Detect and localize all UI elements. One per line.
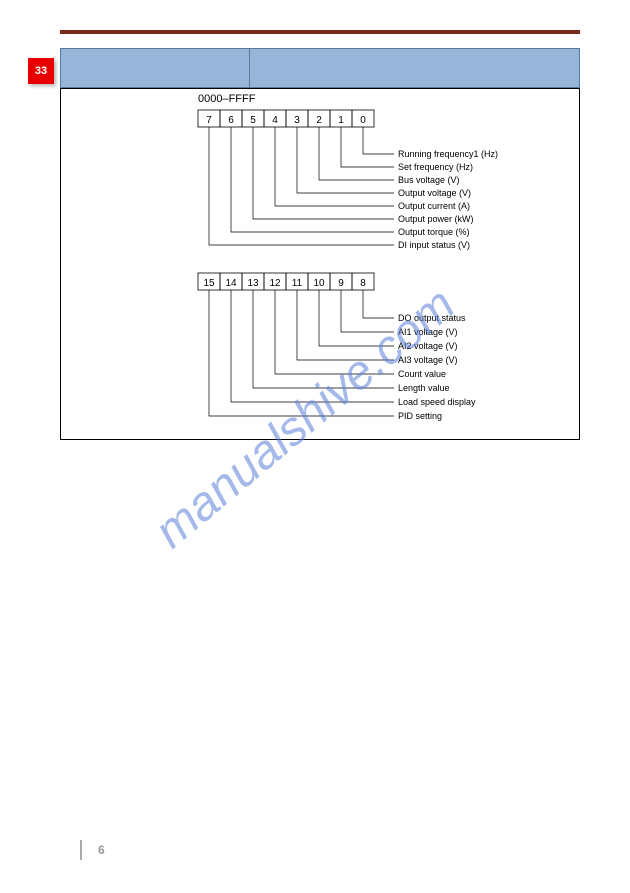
svg-text:13: 13 — [247, 278, 259, 289]
svg-text:2: 2 — [316, 115, 322, 126]
page-footer-bar — [80, 840, 140, 860]
svg-text:AI1 voltage (V): AI1 voltage (V) — [398, 327, 458, 337]
page-tab-label: 33 — [35, 65, 47, 77]
svg-text:DO output status: DO output status — [398, 313, 466, 323]
header-bar — [60, 48, 580, 88]
svg-text:Load speed display: Load speed display — [398, 397, 476, 407]
svg-text:11: 11 — [292, 278, 303, 289]
svg-text:1: 1 — [338, 115, 344, 126]
page-number: 6 — [98, 843, 105, 857]
svg-text:12: 12 — [269, 278, 281, 289]
svg-text:Running frequency1 (Hz): Running frequency1 (Hz) — [398, 149, 498, 159]
svg-text:8: 8 — [360, 278, 366, 289]
svg-text:15: 15 — [203, 278, 215, 289]
svg-text:Bus voltage (V): Bus voltage (V) — [398, 175, 460, 185]
svg-text:9: 9 — [338, 278, 344, 289]
svg-text:Output torque (%): Output torque (%) — [398, 227, 470, 237]
svg-text:10: 10 — [313, 278, 325, 289]
svg-text:7: 7 — [206, 115, 212, 126]
svg-text:14: 14 — [225, 278, 237, 289]
svg-text:0000–FFFF: 0000–FFFF — [198, 93, 256, 105]
svg-text:Output current (A): Output current (A) — [398, 201, 470, 211]
svg-text:Set frequency (Hz): Set frequency (Hz) — [398, 162, 473, 172]
svg-text:AI2 voltage (V): AI2 voltage (V) — [398, 341, 458, 351]
svg-text:6: 6 — [228, 115, 234, 126]
svg-text:5: 5 — [250, 115, 256, 126]
svg-text:Output voltage (V): Output voltage (V) — [398, 188, 471, 198]
svg-text:PID setting: PID setting — [398, 411, 442, 421]
header-divider — [249, 49, 250, 87]
svg-text:DI input status (V): DI input status (V) — [398, 240, 470, 250]
svg-text:Output power (kW): Output power (kW) — [398, 214, 474, 224]
svg-text:Count value: Count value — [398, 369, 446, 379]
svg-text:0: 0 — [360, 115, 366, 126]
bit-diagram: 0000–FFFF7654321015141312111098Running f… — [188, 88, 580, 440]
svg-text:3: 3 — [294, 115, 300, 126]
svg-text:Length value: Length value — [398, 383, 450, 393]
svg-text:4: 4 — [272, 115, 278, 126]
svg-text:AI3 voltage (V): AI3 voltage (V) — [398, 355, 458, 365]
page-tab: 33 — [28, 58, 54, 84]
